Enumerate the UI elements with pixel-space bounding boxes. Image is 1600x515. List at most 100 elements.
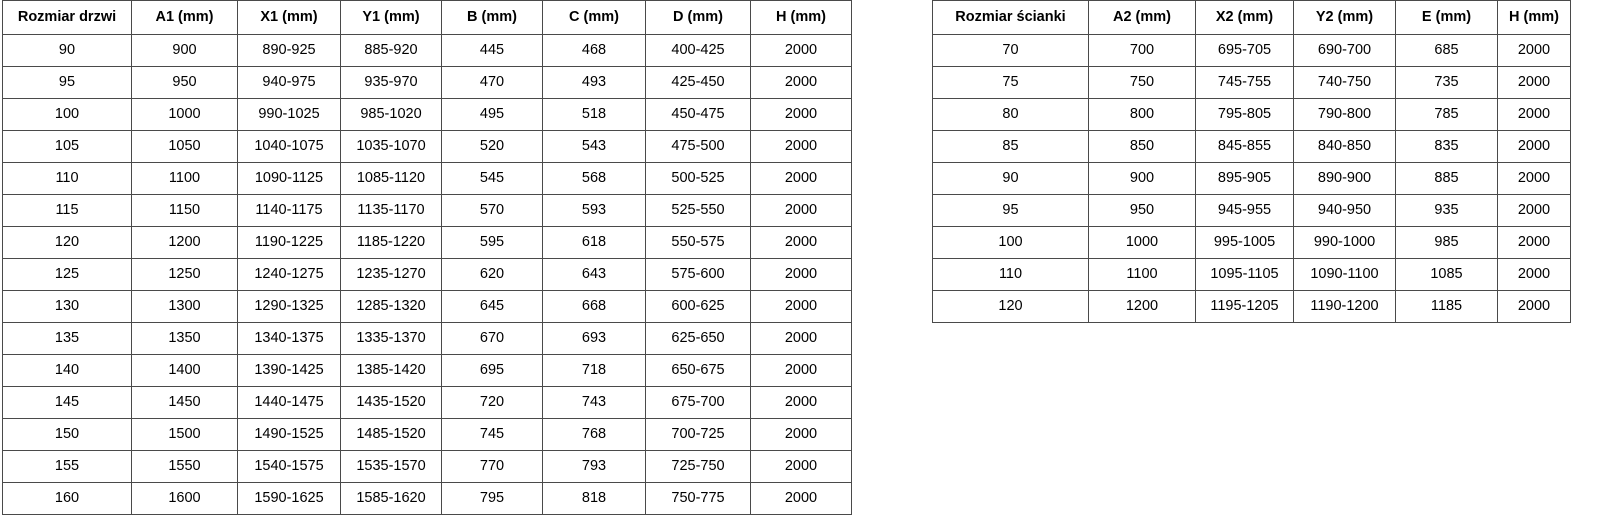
table-cell: 690-700 <box>1293 34 1396 67</box>
table-cell: 900 <box>131 34 238 67</box>
table-cell: 1300 <box>131 290 238 323</box>
table-cell: 950 <box>1088 194 1196 227</box>
table-cell: 1000 <box>131 98 238 131</box>
wall-table-head: Rozmiar ścianki A2 (mm) X2 (mm) Y2 (mm) E (m… <box>932 0 1571 35</box>
table-cell: 400-425 <box>645 34 751 67</box>
table-row: 145 1450 1440-1475 1435-1520 720 743 675-700 20… <box>2 386 852 419</box>
table-row: 130 1300 1290-1325 1285-1320 645 668 600-625 20… <box>2 290 852 323</box>
table-cell: 475-500 <box>645 130 751 163</box>
table-cell: 745-755 <box>1195 66 1294 99</box>
table-cell: 700 <box>1088 34 1196 67</box>
door-size-cell: 90 <box>2 34 132 67</box>
table-cell: 845-855 <box>1195 130 1294 163</box>
table-cell: 750-775 <box>645 482 751 515</box>
table-cell: 2000 <box>750 66 852 99</box>
table-cell: 525-550 <box>645 194 751 227</box>
table-cell: 990-1000 <box>1293 226 1396 259</box>
wall-column-header: A2 (mm) <box>1088 0 1196 35</box>
table-row: 150 1500 1490-1525 1485-1520 745 768 700-725 20… <box>2 418 852 451</box>
wall-column-header: H (mm) <box>1497 0 1571 35</box>
door-size-cell: 125 <box>2 258 132 291</box>
table-cell: 445 <box>441 34 543 67</box>
table-cell: 2000 <box>1497 66 1571 99</box>
table-cell: 2000 <box>750 322 852 355</box>
table-row: 140 1400 1390-1425 1385-1420 695 718 650-675 20… <box>2 354 852 387</box>
door-size-cell: 160 <box>2 482 132 515</box>
table-cell: 950 <box>131 66 238 99</box>
table-cell: 940-950 <box>1293 194 1396 227</box>
table-cell: 1090-1125 <box>237 162 341 195</box>
table-row: 155 1550 1540-1575 1535-1570 770 793 725-750 20… <box>2 450 852 483</box>
table-cell: 1035-1070 <box>340 130 442 163</box>
table-row: 160 1600 1590-1625 1585-1620 795 818 750-775 20… <box>2 482 852 515</box>
table-cell: 850 <box>1088 130 1196 163</box>
table-cell: 2000 <box>1497 162 1571 195</box>
wall-column-header: X2 (mm) <box>1195 0 1294 35</box>
table-row: 85 850 845-855 840-850 835 2000 <box>932 130 1571 163</box>
table-cell: 1585-1620 <box>340 482 442 515</box>
table-cell: 670 <box>441 322 543 355</box>
table-cell: 568 <box>542 162 646 195</box>
table-cell: 818 <box>542 482 646 515</box>
door-table-body: 90 900 890-925 885-920 445 468 400-425 2000 95 95… <box>2 34 852 515</box>
table-cell: 935-970 <box>340 66 442 99</box>
wall-table-body: 70 700 695-705 690-700 685 2000 75 750 745-755 74… <box>932 34 1571 323</box>
table-cell: 645 <box>441 290 543 323</box>
table-cell: 1590-1625 <box>237 482 341 515</box>
table-cell: 1250 <box>131 258 238 291</box>
table-cell: 545 <box>441 162 543 195</box>
table-cell: 770 <box>441 450 543 483</box>
table-cell: 1335-1370 <box>340 322 442 355</box>
wall-size-cell: 110 <box>932 258 1089 291</box>
table-cell: 2000 <box>750 34 852 67</box>
table-cell: 840-850 <box>1293 130 1396 163</box>
table-cell: 725-750 <box>645 450 751 483</box>
table-cell: 2000 <box>750 130 852 163</box>
table-cell: 618 <box>542 226 646 259</box>
table-cell: 740-750 <box>1293 66 1396 99</box>
table-cell: 1200 <box>131 226 238 259</box>
wall-column-header: Rozmiar ścianki <box>932 0 1089 35</box>
table-row: 70 700 695-705 690-700 685 2000 <box>932 34 1571 67</box>
wall-panel-size-table: Rozmiar ścianki A2 (mm) X2 (mm) Y2 (mm) E (m… <box>932 0 1571 323</box>
table-cell: 2000 <box>750 386 852 419</box>
door-table-head: Rozmiar drzwi A1 (mm) X1 (mm) Y1 (mm) B (mm)… <box>2 0 852 35</box>
door-size-cell: 105 <box>2 130 132 163</box>
table-cell: 550-575 <box>645 226 751 259</box>
table-cell: 2000 <box>750 482 852 515</box>
table-cell: 2000 <box>1497 290 1571 323</box>
table-cell: 1190-1225 <box>237 226 341 259</box>
table-cell: 625-650 <box>645 322 751 355</box>
table-cell: 800 <box>1088 98 1196 131</box>
wall-size-cell: 120 <box>932 290 1089 323</box>
door-size-cell: 115 <box>2 194 132 227</box>
table-cell: 1085 <box>1395 258 1498 291</box>
table-cell: 1385-1420 <box>340 354 442 387</box>
table-cell: 743 <box>542 386 646 419</box>
wall-size-cell: 90 <box>932 162 1089 195</box>
table-row: 80 800 795-805 790-800 785 2000 <box>932 98 1571 131</box>
door-size-cell: 155 <box>2 450 132 483</box>
table-cell: 795-805 <box>1195 98 1294 131</box>
table-cell: 735 <box>1395 66 1498 99</box>
table-cell: 1000 <box>1088 226 1196 259</box>
door-column-header: Y1 (mm) <box>340 0 442 35</box>
table-row: 100 1000 990-1025 985-1020 495 518 450-475 2000 <box>2 98 852 131</box>
wall-size-cell: 100 <box>932 226 1089 259</box>
table-row: 110 1100 1095-1105 1090-1100 1085 2000 <box>932 258 1571 291</box>
table-cell: 885-920 <box>340 34 442 67</box>
table-cell: 685 <box>1395 34 1498 67</box>
table-cell: 890-900 <box>1293 162 1396 195</box>
table-cell: 643 <box>542 258 646 291</box>
table-cell: 450-475 <box>645 98 751 131</box>
table-row: 135 1350 1340-1375 1335-1370 670 693 625-650 20… <box>2 322 852 355</box>
table-cell: 1290-1325 <box>237 290 341 323</box>
table-cell: 470 <box>441 66 543 99</box>
table-row: 90 900 890-925 885-920 445 468 400-425 2000 <box>2 34 852 67</box>
door-size-cell: 100 <box>2 98 132 131</box>
table-cell: 2000 <box>1497 226 1571 259</box>
door-column-header: D (mm) <box>645 0 751 35</box>
table-cell: 1095-1105 <box>1195 258 1294 291</box>
table-cell: 1090-1100 <box>1293 258 1396 291</box>
